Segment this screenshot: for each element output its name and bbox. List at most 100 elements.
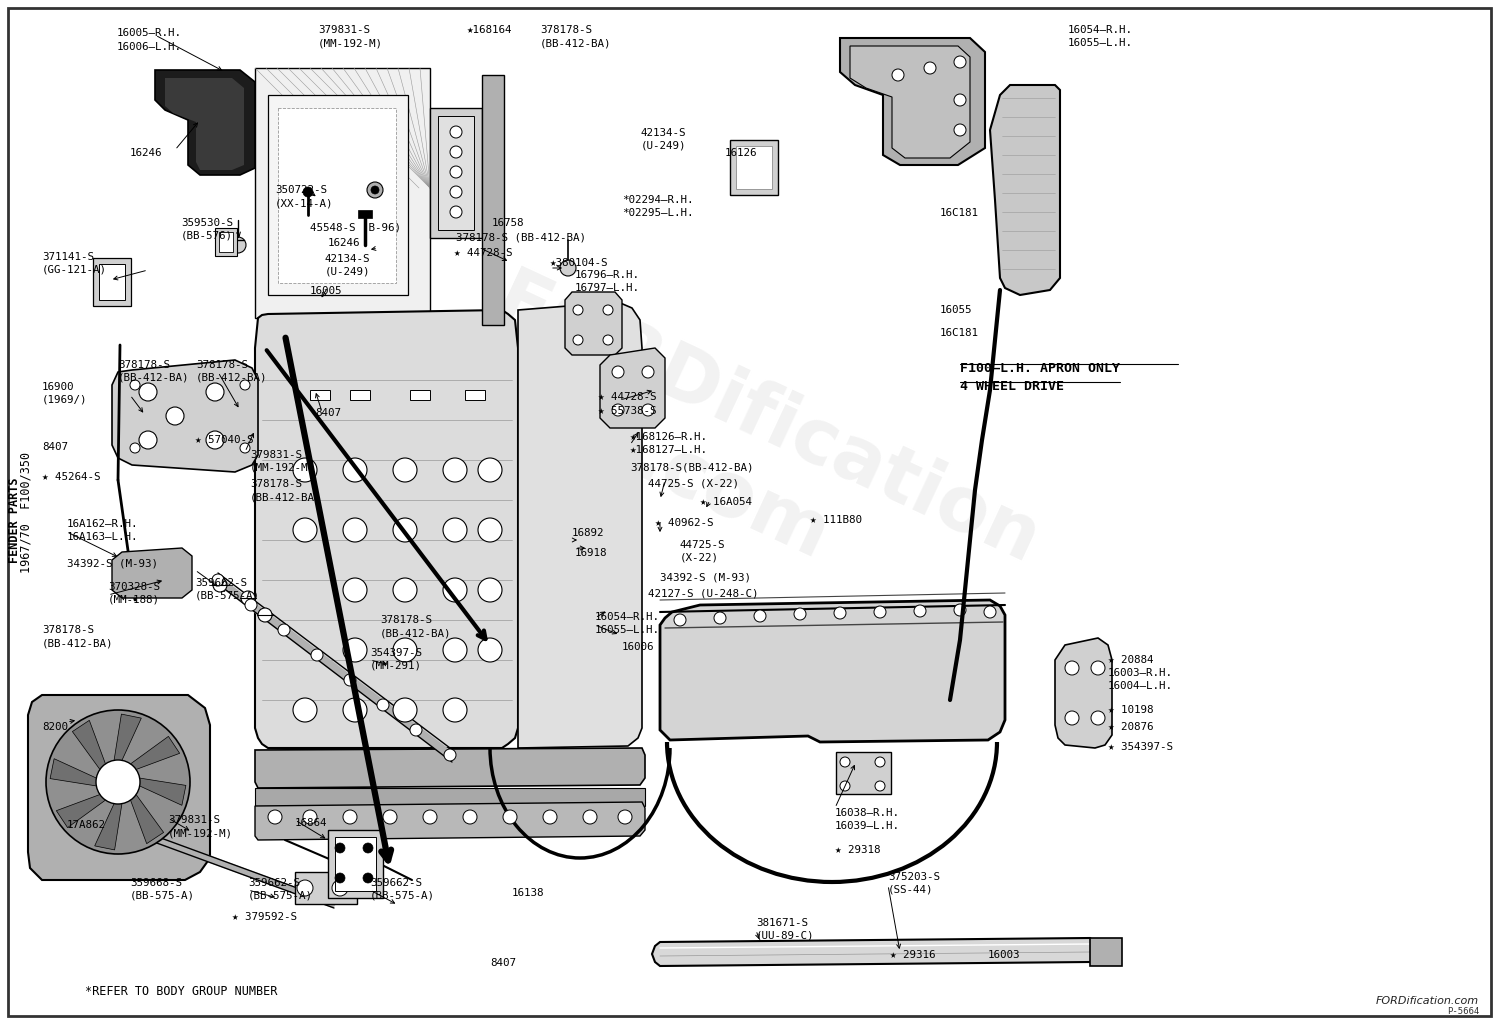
Circle shape: [603, 335, 613, 345]
Circle shape: [839, 781, 850, 791]
Bar: [411, 390, 430, 400]
Text: (SS-44): (SS-44): [887, 885, 934, 895]
Text: (BB-575-A): (BB-575-A): [247, 891, 313, 901]
Circle shape: [1091, 711, 1105, 725]
Circle shape: [343, 578, 367, 602]
Circle shape: [211, 574, 223, 586]
Circle shape: [444, 458, 468, 482]
Text: (MM-192-M): (MM-192-M): [318, 38, 384, 48]
Circle shape: [478, 518, 502, 542]
Text: ★ 379592-S: ★ 379592-S: [232, 912, 297, 922]
Circle shape: [450, 146, 462, 158]
Bar: [328, 830, 384, 898]
Text: 375203-S: 375203-S: [887, 872, 940, 882]
Text: P-5664: P-5664: [1447, 1007, 1480, 1016]
Circle shape: [334, 843, 345, 853]
Text: 16005—R.H.: 16005—R.H.: [117, 28, 181, 38]
Circle shape: [384, 810, 397, 824]
Text: (BB-412-BA): (BB-412-BA): [196, 373, 267, 383]
Text: ★ 40962-S: ★ 40962-S: [655, 518, 714, 528]
Text: (X-22): (X-22): [681, 553, 720, 563]
Text: (U-249): (U-249): [642, 141, 687, 151]
Circle shape: [444, 518, 468, 542]
Text: (BB-412-BA): (BB-412-BA): [540, 38, 612, 48]
Circle shape: [463, 810, 477, 824]
Bar: [349, 390, 370, 400]
Text: (BB-412-BA): (BB-412-BA): [118, 373, 189, 383]
Circle shape: [423, 810, 438, 824]
Text: 350722-S: 350722-S: [274, 185, 327, 195]
Text: 16055—L.H.: 16055—L.H.: [595, 625, 660, 635]
Text: ★ 44728-S: ★ 44728-S: [598, 392, 657, 402]
Bar: [483, 75, 504, 325]
Circle shape: [504, 810, 517, 824]
Circle shape: [393, 458, 417, 482]
Text: ★ 354397-S: ★ 354397-S: [1108, 742, 1174, 752]
Text: ★168126—R.H.: ★168126—R.H.: [630, 432, 708, 442]
Text: 16138: 16138: [513, 888, 544, 898]
Text: 370328-S: 370328-S: [108, 582, 160, 592]
Text: 45548-S (B-96): 45548-S (B-96): [310, 222, 402, 232]
Text: 16003—R.H.: 16003—R.H.: [1108, 668, 1174, 678]
Circle shape: [1091, 662, 1105, 675]
Bar: [219, 232, 232, 252]
Circle shape: [393, 518, 417, 542]
Polygon shape: [165, 78, 244, 170]
Text: ★ 57040-S: ★ 57040-S: [195, 435, 253, 445]
Circle shape: [444, 749, 456, 761]
Text: 34392-S (M-93): 34392-S (M-93): [660, 572, 751, 582]
Circle shape: [642, 404, 654, 416]
Text: (BB-575-A): (BB-575-A): [195, 591, 259, 601]
Circle shape: [240, 380, 250, 390]
Bar: [99, 264, 124, 300]
Circle shape: [642, 366, 654, 378]
Text: 381671-S: 381671-S: [755, 918, 808, 928]
Circle shape: [874, 606, 886, 618]
Polygon shape: [94, 804, 121, 850]
Text: 16900: 16900: [42, 382, 75, 392]
Text: 378178-S: 378178-S: [381, 615, 432, 625]
Circle shape: [754, 610, 766, 622]
Circle shape: [139, 383, 157, 401]
Circle shape: [241, 591, 255, 605]
Polygon shape: [154, 70, 255, 175]
Circle shape: [875, 781, 884, 791]
Bar: [277, 108, 396, 283]
Text: 378178-S: 378178-S: [42, 625, 94, 635]
Circle shape: [953, 604, 965, 616]
Text: 16A162—R.H.: 16A162—R.H.: [67, 519, 138, 529]
Bar: [255, 68, 430, 318]
Text: *REFER TO BODY GROUP NUMBER: *REFER TO BODY GROUP NUMBER: [85, 985, 277, 998]
Circle shape: [444, 638, 468, 662]
Text: 16004—L.H.: 16004—L.H.: [1108, 681, 1174, 691]
Text: 34392-S (M-93): 34392-S (M-93): [67, 558, 157, 568]
Circle shape: [675, 614, 687, 626]
Polygon shape: [112, 360, 258, 472]
Circle shape: [583, 810, 597, 824]
Polygon shape: [112, 548, 192, 598]
Circle shape: [914, 605, 926, 617]
Circle shape: [543, 810, 558, 824]
Circle shape: [478, 458, 502, 482]
Text: 16C181: 16C181: [940, 328, 979, 338]
Text: (MM-291): (MM-291): [370, 662, 423, 671]
Circle shape: [343, 810, 357, 824]
Text: 16797—L.H.: 16797—L.H.: [576, 283, 640, 293]
Text: 16039—L.H.: 16039—L.H.: [835, 821, 899, 831]
Circle shape: [875, 757, 884, 767]
Circle shape: [573, 335, 583, 345]
Circle shape: [292, 458, 316, 482]
Text: ★168127—L.H.: ★168127—L.H.: [630, 445, 708, 455]
Circle shape: [343, 638, 367, 662]
Circle shape: [478, 578, 502, 602]
Circle shape: [240, 443, 250, 453]
Text: (BB-412-BA): (BB-412-BA): [381, 628, 451, 638]
Circle shape: [96, 760, 139, 804]
Text: 16126: 16126: [726, 148, 757, 158]
Circle shape: [166, 407, 184, 425]
Circle shape: [292, 698, 316, 722]
Bar: [295, 872, 357, 904]
Text: ★ 20884: ★ 20884: [1108, 655, 1154, 665]
Text: 16003: 16003: [988, 950, 1021, 961]
Circle shape: [244, 599, 256, 611]
